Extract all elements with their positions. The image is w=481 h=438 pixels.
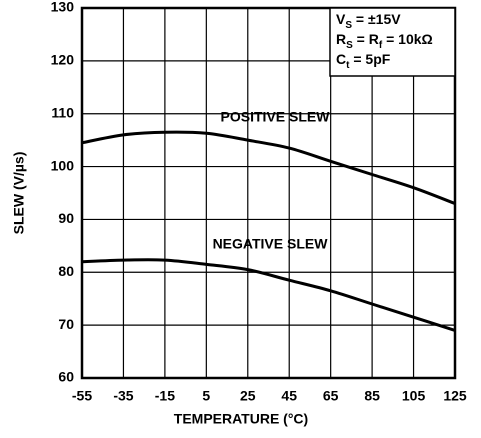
annotation-part: V (336, 11, 346, 27)
annotation-part: t (346, 60, 350, 71)
x-tick-label: -15 (155, 388, 175, 404)
y-tick-label: 100 (51, 157, 75, 173)
annotation-part: = 10kΩ (382, 31, 433, 47)
plot-border (80, 6, 457, 380)
x-tick-label: 65 (323, 388, 339, 404)
annotation-part: = 5pF (349, 51, 390, 67)
y-tick-label: 120 (51, 52, 75, 68)
x-tick-label: 105 (402, 388, 426, 404)
series-label: NEGATIVE SLEW (213, 236, 329, 252)
x-tick-label: 5 (202, 388, 210, 404)
x-axis-label: TEMPERATURE (°C) (174, 411, 308, 427)
y-tick-label: 80 (58, 263, 74, 279)
y-tick-label: 130 (51, 0, 75, 15)
y-tick-label: 110 (51, 104, 74, 120)
annotation: Ct = 5pF (336, 51, 391, 71)
x-tick-label: 25 (240, 388, 256, 404)
x-tick-label: -55 (72, 388, 92, 404)
x-tick-label: 85 (364, 388, 380, 404)
series-line (81, 258, 456, 332)
annotation-part: C (336, 51, 346, 67)
annotation-box (329, 7, 456, 77)
y-tick-label: 90 (58, 210, 74, 226)
x-tick-label: -35 (113, 388, 133, 404)
series-line (81, 130, 456, 205)
annotation-part: = ±15V (352, 11, 401, 27)
x-tick-label: 125 (443, 388, 467, 404)
x-tick-label: 45 (281, 388, 297, 404)
annotation: RS = Rf = 10kΩ (336, 31, 433, 51)
series-label: POSITIVE SLEW (221, 109, 331, 125)
y-tick-label: 60 (58, 369, 74, 385)
annotation: VS = ±15V (336, 11, 401, 31)
annotation-part: S (345, 20, 352, 31)
y-axis-label: SLEW (V/µs) (11, 152, 27, 235)
y-tick-label: 70 (58, 316, 74, 332)
annotation-part: R (336, 31, 346, 47)
annotation-part: = R (353, 31, 379, 47)
annotation-part: f (379, 40, 383, 51)
annotation-part: S (346, 40, 353, 51)
